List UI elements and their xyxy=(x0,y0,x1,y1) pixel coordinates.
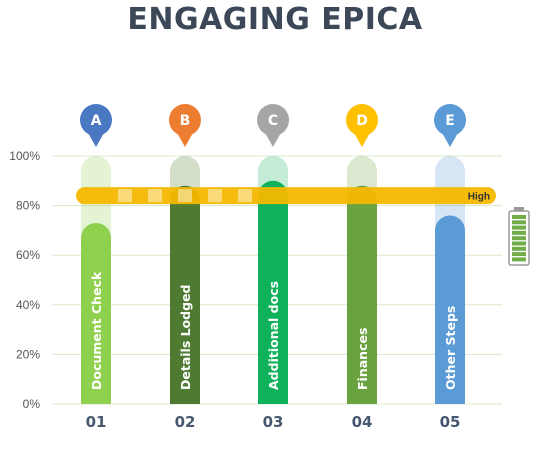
bar xyxy=(170,185,200,404)
bar-label: Finances xyxy=(355,328,370,390)
marker-letter: A xyxy=(91,113,102,129)
marker-letter: E xyxy=(445,113,455,129)
x-tick-label: 02 xyxy=(175,413,196,431)
threshold-dash xyxy=(238,189,252,203)
marker-pin xyxy=(257,104,289,136)
y-tick-label: 0% xyxy=(23,397,41,411)
battery-cell xyxy=(512,246,526,251)
threshold-dash xyxy=(208,189,222,203)
battery-cell xyxy=(512,236,526,241)
battery-icon xyxy=(508,207,530,266)
y-tick-label: 80% xyxy=(16,199,40,213)
marker-letter: C xyxy=(268,113,278,129)
bar-label: Details Lodged xyxy=(178,285,193,391)
marker-letter: D xyxy=(356,113,368,129)
x-tick-label: 03 xyxy=(263,413,284,431)
bar xyxy=(347,185,377,404)
marker-letter: B xyxy=(180,113,191,129)
threshold-label: High xyxy=(468,192,490,203)
bar-label: Other Steps xyxy=(443,306,458,390)
marker-pin xyxy=(169,104,201,136)
battery-cell xyxy=(512,241,526,246)
bar xyxy=(258,180,288,404)
battery-cell xyxy=(512,215,526,219)
bars xyxy=(81,180,465,404)
threshold-dash xyxy=(148,189,162,203)
threshold-band: High xyxy=(76,187,496,205)
page-title: ENGAGING EPICA xyxy=(127,2,423,37)
x-axis: 01 02 03 04 05 xyxy=(86,413,461,431)
bar-label: Additional docs xyxy=(266,281,281,390)
bar xyxy=(435,215,465,404)
bar xyxy=(81,222,111,404)
y-tick-label: 100% xyxy=(9,149,40,163)
battery-cell xyxy=(512,230,526,235)
x-tick-label: 05 xyxy=(440,413,461,431)
battery-cell xyxy=(512,252,526,257)
marker-pin xyxy=(80,104,112,136)
y-tick-label: 40% xyxy=(16,298,40,312)
x-tick-label: 04 xyxy=(352,413,373,431)
battery-terminal xyxy=(514,207,524,212)
bar-labels: Document Check Details Lodged Additional d… xyxy=(89,271,458,390)
battery-cell xyxy=(512,225,526,230)
battery-cell xyxy=(512,257,526,262)
battery-cell xyxy=(512,220,526,225)
threshold-bar xyxy=(76,187,496,205)
y-axis: 0% 20% 40% 60% 80% 100% xyxy=(9,149,40,411)
threshold-dash xyxy=(118,189,132,203)
marker-pin xyxy=(346,104,378,136)
x-tick-label: 01 xyxy=(86,413,107,431)
y-tick-label: 20% xyxy=(16,347,40,361)
y-tick-label: 60% xyxy=(16,248,40,262)
marker-pin xyxy=(434,104,466,136)
bar-label: Document Check xyxy=(89,271,104,390)
markers: A B C D E xyxy=(80,104,466,147)
threshold-dash xyxy=(178,189,192,203)
